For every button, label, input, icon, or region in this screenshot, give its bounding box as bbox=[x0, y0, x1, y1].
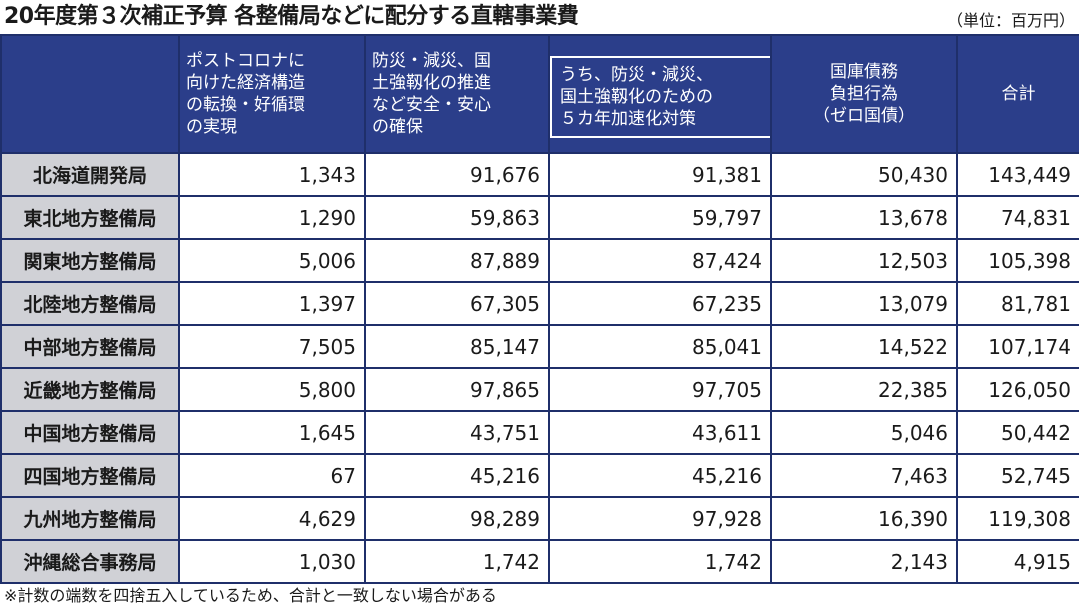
cell-disaster-prevention: 45,216 bbox=[364, 453, 550, 498]
unit-label: （単位：百万円） bbox=[946, 11, 1075, 30]
cell-zero-national-bond: 50,430 bbox=[770, 152, 958, 197]
cell-disaster-prevention: 43,751 bbox=[364, 410, 550, 455]
table-row: 四国地方整備局 67 45,216 45,216 7,463 52,745 bbox=[0, 453, 1079, 498]
cell-zero-national-bond: 13,678 bbox=[770, 195, 958, 240]
header-row: ポストコロナに 向けた経済構造 の転換・好循環 の実現 防災・減災、国 土強靱化… bbox=[0, 34, 1079, 154]
table-row: 近畿地方整備局 5,800 97,865 97,705 22,385 126,050 bbox=[0, 367, 1079, 412]
table-row: 沖縄総合事務局 1,030 1,742 1,742 2,143 4,915 bbox=[0, 539, 1079, 584]
cell-disaster-prevention: 67,305 bbox=[364, 281, 550, 326]
cell-five-year-acceleration: 45,216 bbox=[548, 453, 772, 498]
cell-total: 143,449 bbox=[956, 152, 1079, 197]
cell-five-year-acceleration: 87,424 bbox=[548, 238, 772, 283]
row-label: 中国地方整備局 bbox=[0, 410, 180, 455]
cell-post-corona: 1,645 bbox=[178, 410, 366, 455]
budget-table: ポストコロナに 向けた経済構造 の転換・好循環 の実現 防災・減災、国 土強靱化… bbox=[0, 34, 1079, 584]
cell-zero-national-bond: 16,390 bbox=[770, 496, 958, 541]
table-row: 関東地方整備局 5,006 87,889 87,424 12,503 105,398 bbox=[0, 238, 1079, 283]
row-label: 北海道開発局 bbox=[0, 152, 180, 197]
cell-post-corona: 1,030 bbox=[178, 539, 366, 584]
table-body: 北海道開発局 1,343 91,676 91,381 50,430 143,449 東北地方… bbox=[0, 152, 1079, 584]
cell-total: 50,442 bbox=[956, 410, 1079, 455]
cell-post-corona: 4,629 bbox=[178, 496, 366, 541]
cell-disaster-prevention: 97,865 bbox=[364, 367, 550, 412]
cell-zero-national-bond: 22,385 bbox=[770, 367, 958, 412]
cell-post-corona: 5,800 bbox=[178, 367, 366, 412]
cell-total: 81,781 bbox=[956, 281, 1079, 326]
cell-zero-national-bond: 13,079 bbox=[770, 281, 958, 326]
header-zero-national-bond: 国庫債務 負担行為 （ゼロ国債） bbox=[770, 34, 958, 154]
table-row: 北海道開発局 1,343 91,676 91,381 50,430 143,449 bbox=[0, 152, 1079, 197]
cell-disaster-prevention: 59,863 bbox=[364, 195, 550, 240]
row-label: 九州地方整備局 bbox=[0, 496, 180, 541]
header-post-corona: ポストコロナに 向けた経済構造 の転換・好循環 の実現 bbox=[178, 34, 366, 154]
row-label: 中部地方整備局 bbox=[0, 324, 180, 369]
cell-five-year-acceleration: 85,041 bbox=[548, 324, 772, 369]
cell-post-corona: 1,290 bbox=[178, 195, 366, 240]
table-row: 北陸地方整備局 1,397 67,305 67,235 13,079 81,781 bbox=[0, 281, 1079, 326]
row-label: 関東地方整備局 bbox=[0, 238, 180, 283]
header-total: 合計 bbox=[956, 34, 1079, 154]
table-row: 九州地方整備局 4,629 98,289 97,928 16,390 119,308 bbox=[0, 496, 1079, 541]
cell-five-year-acceleration: 59,797 bbox=[548, 195, 772, 240]
row-label: 近畿地方整備局 bbox=[0, 367, 180, 412]
cell-post-corona: 67 bbox=[178, 453, 366, 498]
cell-zero-national-bond: 14,522 bbox=[770, 324, 958, 369]
table-row: 中部地方整備局 7,505 85,147 85,041 14,522 107,174 bbox=[0, 324, 1079, 369]
cell-total: 126,050 bbox=[956, 367, 1079, 412]
cell-total: 119,308 bbox=[956, 496, 1079, 541]
cell-post-corona: 5,006 bbox=[178, 238, 366, 283]
cell-disaster-prevention: 91,676 bbox=[364, 152, 550, 197]
cell-post-corona: 7,505 bbox=[178, 324, 366, 369]
cell-disaster-prevention: 98,289 bbox=[364, 496, 550, 541]
header-five-year-acceleration: うち、防災・減災、 国土強靱化のための ５カ年加速化対策 bbox=[548, 34, 772, 154]
cell-post-corona: 1,343 bbox=[178, 152, 366, 197]
budget-table-container: ポストコロナに 向けた経済構造 の転換・好循環 の実現 防災・減災、国 土強靱化… bbox=[0, 34, 1079, 584]
cell-total: 107,174 bbox=[956, 324, 1079, 369]
footnote: ※計数の端数を四捨五入しているため、合計と一致しない場合がある bbox=[4, 586, 497, 605]
cell-five-year-acceleration: 1,742 bbox=[548, 539, 772, 584]
cell-zero-national-bond: 7,463 bbox=[770, 453, 958, 498]
cell-zero-national-bond: 12,503 bbox=[770, 238, 958, 283]
header-corner bbox=[0, 34, 180, 154]
cell-disaster-prevention: 1,742 bbox=[364, 539, 550, 584]
table-title: 20年度第３次補正予算 各整備局などに配分する直轄事業費 bbox=[4, 4, 579, 29]
row-label: 沖縄総合事務局 bbox=[0, 539, 180, 584]
cell-zero-national-bond: 5,046 bbox=[770, 410, 958, 455]
cell-total: 4,915 bbox=[956, 539, 1079, 584]
cell-total: 74,831 bbox=[956, 195, 1079, 240]
cell-disaster-prevention: 87,889 bbox=[364, 238, 550, 283]
cell-five-year-acceleration: 67,235 bbox=[548, 281, 772, 326]
cell-five-year-acceleration: 91,381 bbox=[548, 152, 772, 197]
cell-five-year-acceleration: 97,705 bbox=[548, 367, 772, 412]
row-label: 北陸地方整備局 bbox=[0, 281, 180, 326]
header-disaster-prevention: 防災・減災、国 土強靱化の推進 など安全・安心 の確保 bbox=[364, 34, 550, 154]
cell-zero-national-bond: 2,143 bbox=[770, 539, 958, 584]
cell-post-corona: 1,397 bbox=[178, 281, 366, 326]
cell-total: 105,398 bbox=[956, 238, 1079, 283]
cell-five-year-acceleration: 43,611 bbox=[548, 410, 772, 455]
cell-five-year-acceleration: 97,928 bbox=[548, 496, 772, 541]
cell-total: 52,745 bbox=[956, 453, 1079, 498]
cell-disaster-prevention: 85,147 bbox=[364, 324, 550, 369]
table-row: 中国地方整備局 1,645 43,751 43,611 5,046 50,442 bbox=[0, 410, 1079, 455]
table-row: 東北地方整備局 1,290 59,863 59,797 13,678 74,831 bbox=[0, 195, 1079, 240]
row-label: 東北地方整備局 bbox=[0, 195, 180, 240]
row-label: 四国地方整備局 bbox=[0, 453, 180, 498]
